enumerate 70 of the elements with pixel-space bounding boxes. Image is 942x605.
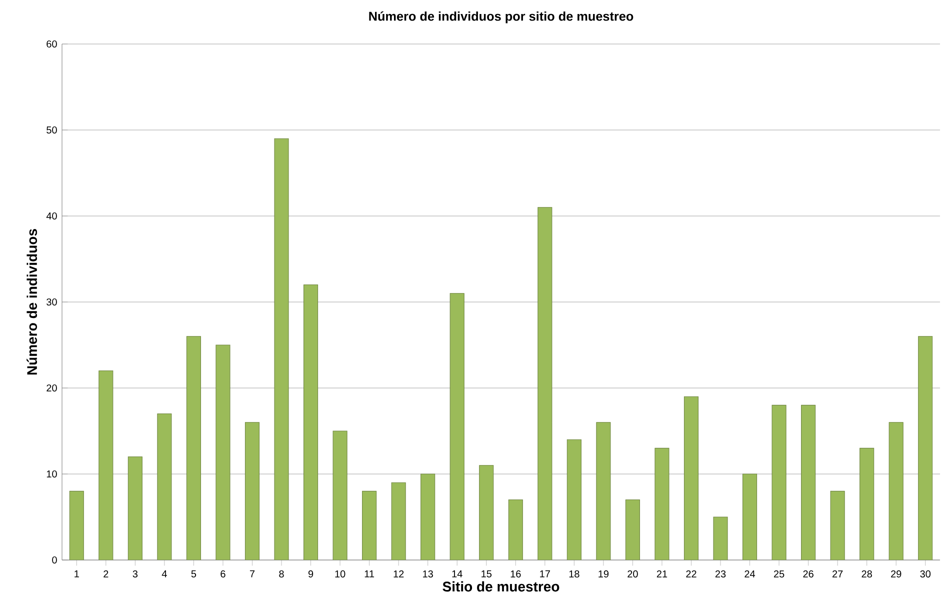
- x-tick-label: 13: [423, 570, 433, 578]
- y-tick-label: 60: [46, 40, 57, 48]
- x-tick-label: 24: [744, 570, 756, 578]
- bar: [186, 336, 201, 560]
- y-tick-label: 10: [46, 470, 57, 478]
- x-tick-label: 29: [891, 570, 902, 578]
- y-tick-label: 40: [46, 212, 57, 220]
- bar: [128, 456, 142, 560]
- x-axis-title: Sitio de muestreo: [442, 581, 560, 592]
- x-tick-label: 2: [104, 570, 108, 578]
- x-tick-label: 21: [656, 570, 668, 578]
- x-tick-label: 20: [628, 570, 638, 578]
- x-tick-label: 28: [862, 570, 872, 578]
- bar: [596, 422, 611, 560]
- x-tick-label: 5: [191, 570, 196, 578]
- x-tick-label: 26: [803, 570, 814, 578]
- bar: [216, 344, 230, 560]
- x-tick-label: 7: [250, 570, 255, 578]
- x-tick-label: 11: [364, 570, 374, 578]
- bar: [450, 293, 464, 560]
- chart-title: Número de individuos por sitio de muestreo: [369, 11, 634, 24]
- x-tick-label: 8: [279, 570, 284, 578]
- y-tick-label: 0: [52, 556, 57, 564]
- bar: [801, 404, 816, 560]
- bar: [274, 138, 289, 560]
- x-tick-label: 16: [510, 570, 521, 578]
- bar: [98, 370, 114, 560]
- x-tick-label: 18: [569, 570, 580, 578]
- x-tick-label: 23: [715, 570, 726, 578]
- bar: [508, 500, 523, 560]
- y-tick-label: 50: [46, 126, 57, 134]
- bar: [918, 336, 933, 560]
- x-tick-label: 25: [774, 570, 784, 578]
- x-tick-label: 19: [598, 570, 609, 578]
- y-tick-label: 20: [46, 384, 57, 392]
- bar: [391, 482, 406, 560]
- y-tick-label: 30: [46, 298, 57, 306]
- bar: [332, 430, 348, 560]
- bar: [772, 404, 786, 560]
- bar: [888, 422, 904, 560]
- x-tick-label: 10: [335, 570, 346, 578]
- x-tick-label: 22: [686, 570, 696, 578]
- x-tick-label: 27: [832, 570, 843, 578]
- bar: [566, 439, 582, 560]
- bar: [244, 422, 260, 560]
- bar: [742, 474, 758, 560]
- x-tick-label: 1: [74, 570, 79, 578]
- bar: [420, 474, 436, 560]
- bar: [479, 465, 494, 560]
- bar: [69, 490, 84, 560]
- x-tick-label: 4: [162, 570, 167, 578]
- x-tick-label: 3: [132, 570, 138, 578]
- bar: [625, 500, 640, 560]
- bar: [654, 448, 670, 560]
- bar: [157, 414, 172, 560]
- bar: [860, 448, 874, 560]
- bar: [304, 284, 318, 560]
- bar: [362, 490, 377, 560]
- x-tick-label: 30: [920, 570, 931, 578]
- bar: [830, 490, 845, 560]
- bar: [713, 516, 728, 560]
- bar: [684, 396, 699, 560]
- x-tick-label: 17: [540, 570, 550, 578]
- bar: [538, 207, 552, 560]
- x-tick-label: 12: [394, 570, 404, 578]
- x-tick-label: 6: [220, 570, 226, 578]
- x-tick-label: 9: [308, 570, 314, 578]
- y-axis-title: Número de individuos: [26, 229, 38, 375]
- x-tick-label: 14: [452, 570, 462, 578]
- x-tick-label: 15: [482, 570, 492, 578]
